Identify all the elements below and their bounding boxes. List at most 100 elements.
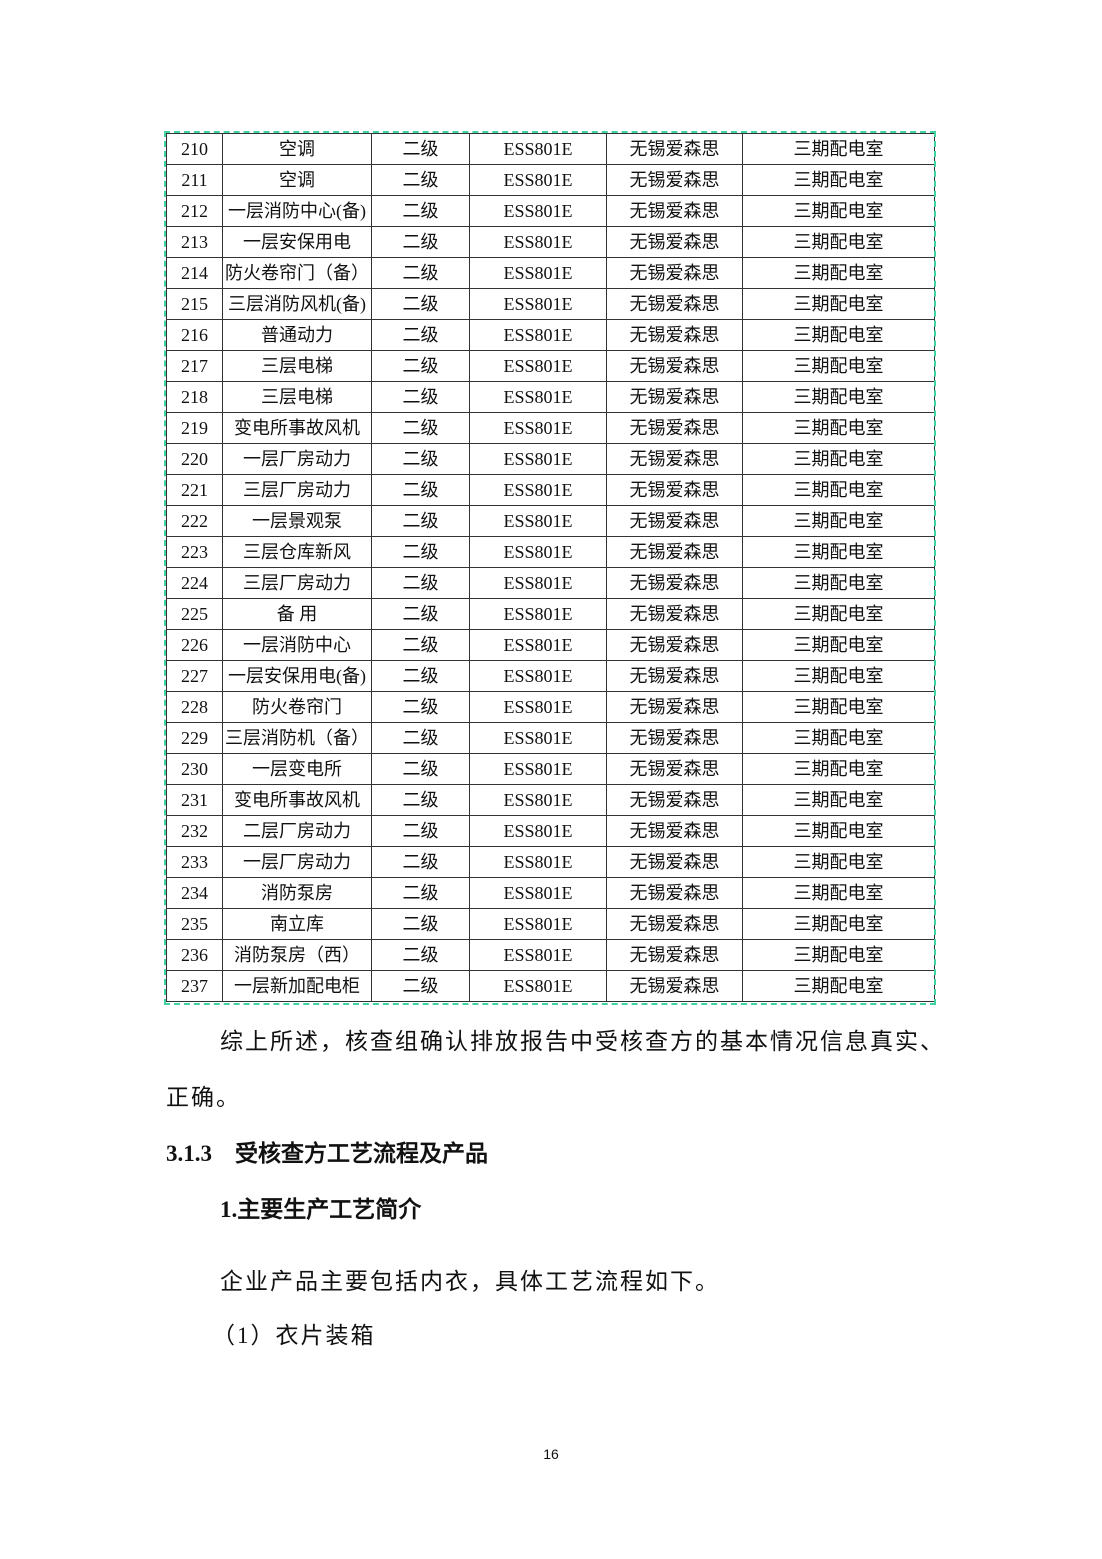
table-body: 210 空调 二级 ESS801E 无锡爱森思 三期配电室 211 空调 二级 ESS801E 无锡…: [166, 133, 935, 1002]
table-cell: 三期配电室: [742, 598, 935, 630]
table-cell: 无锡爱森思: [606, 939, 743, 971]
table-cell: 无锡爱森思: [606, 443, 743, 475]
table-cell: 三期配电室: [742, 164, 935, 196]
table-row: 212 一层消防中心(备) 二级 ESS801E 无锡爱森思 三期配电室: [166, 195, 935, 227]
table-cell: 三期配电室: [742, 195, 935, 227]
paragraph-summary-line2: 正确。: [166, 1085, 241, 1110]
table-cell: 无锡爱森思: [606, 319, 743, 351]
table-cell: 二级: [371, 753, 470, 785]
table-cell: 三期配电室: [742, 753, 935, 785]
table-row: 234 消防泵房 二级 ESS801E 无锡爱森思 三期配电室: [166, 877, 935, 909]
table-row: 237 一层新加配电柜 二级 ESS801E 无锡爱森思 三期配电室: [166, 970, 935, 1002]
table-cell: 212: [166, 195, 223, 227]
table-cell: 三层电梯: [222, 381, 372, 413]
table-cell: 三层消防风机(备): [222, 288, 372, 320]
table-cell: 237: [166, 970, 223, 1002]
table-cell: 无锡爱森思: [606, 381, 743, 413]
table-cell: 218: [166, 381, 223, 413]
table-cell: 无锡爱森思: [606, 133, 743, 165]
table-cell: 无锡爱森思: [606, 567, 743, 599]
table-cell: 210: [166, 133, 223, 165]
table-cell: 三期配电室: [742, 660, 935, 692]
table-cell: 216: [166, 319, 223, 351]
table-row: 235 南立库 二级 ESS801E 无锡爱森思 三期配电室: [166, 908, 935, 940]
table-cell: 三期配电室: [742, 815, 935, 847]
table-cell: 三期配电室: [742, 350, 935, 382]
table-cell: 228: [166, 691, 223, 723]
table-cell: 二级: [371, 226, 470, 258]
table-cell: 三期配电室: [742, 226, 935, 258]
table-row: 227 一层安保用电(备) 二级 ESS801E 无锡爱森思 三期配电室: [166, 660, 935, 692]
table-cell: 226: [166, 629, 223, 661]
table-cell: 二级: [371, 970, 470, 1002]
table-row: 222 一层景观泵 二级 ESS801E 无锡爱森思 三期配电室: [166, 505, 935, 537]
table-row: 214 防火卷帘门（备） 二级 ESS801E 无锡爱森思 三期配电室: [166, 257, 935, 289]
table-cell: 二级: [371, 722, 470, 754]
table-cell: 三层厂房动力: [222, 567, 372, 599]
table-cell: 229: [166, 722, 223, 754]
table-cell: 一层消防中心(备): [222, 195, 372, 227]
table-cell: 二级: [371, 629, 470, 661]
table-cell: 223: [166, 536, 223, 568]
table-cell: 三层仓库新风: [222, 536, 372, 568]
paragraph-products: 企业产品主要包括内衣，具体工艺流程如下。: [220, 1269, 720, 1294]
table-cell: 无锡爱森思: [606, 908, 743, 940]
table-cell: 一层景观泵: [222, 505, 372, 537]
table-cell: 二级: [371, 412, 470, 444]
table-row: 228 防火卷帘门 二级 ESS801E 无锡爱森思 三期配电室: [166, 691, 935, 723]
table-cell: 无锡爱森思: [606, 474, 743, 506]
table-cell: 空调: [222, 164, 372, 196]
table-cell: 二级: [371, 443, 470, 475]
table-cell: ESS801E: [469, 412, 607, 444]
table-cell: ESS801E: [469, 443, 607, 475]
table-cell: ESS801E: [469, 753, 607, 785]
table-cell: ESS801E: [469, 319, 607, 351]
table-cell: 二级: [371, 319, 470, 351]
table-cell: 无锡爱森思: [606, 691, 743, 723]
table-cell: 219: [166, 412, 223, 444]
table-cell: 三期配电室: [742, 846, 935, 878]
table-cell: 二级: [371, 133, 470, 165]
table-cell: 三期配电室: [742, 381, 935, 413]
table-cell: ESS801E: [469, 226, 607, 258]
table-cell: 231: [166, 784, 223, 816]
table-cell: 无锡爱森思: [606, 753, 743, 785]
table-cell: 三期配电室: [742, 691, 935, 723]
table-cell: 三期配电室: [742, 536, 935, 568]
table-row: 226 一层消防中心 二级 ESS801E 无锡爱森思 三期配电室: [166, 629, 935, 661]
table-cell: 三期配电室: [742, 908, 935, 940]
table-cell: 一层厂房动力: [222, 443, 372, 475]
table-cell: ESS801E: [469, 691, 607, 723]
table-cell: 无锡爱森思: [606, 195, 743, 227]
table-row: 211 空调 二级 ESS801E 无锡爱森思 三期配电室: [166, 164, 935, 196]
table-cell: ESS801E: [469, 970, 607, 1002]
table-cell: 无锡爱森思: [606, 288, 743, 320]
table-cell: 防火卷帘门（备）: [222, 257, 372, 289]
table-cell: 无锡爱森思: [606, 536, 743, 568]
table-cell: 一层消防中心: [222, 629, 372, 661]
table-row: 225 备 用二级 ESS801E 无锡爱森思 三期配电室: [166, 598, 935, 630]
table-row: 210 空调 二级 ESS801E 无锡爱森思 三期配电室: [166, 133, 935, 165]
table-cell: 二级: [371, 474, 470, 506]
table-row: 218 三层电梯 二级 ESS801E 无锡爱森思 三期配电室: [166, 381, 935, 413]
table-cell: 222: [166, 505, 223, 537]
table-cell: ESS801E: [469, 784, 607, 816]
table-cell: 三期配电室: [742, 970, 935, 1002]
table-cell: ESS801E: [469, 908, 607, 940]
table-cell: 二级: [371, 505, 470, 537]
table-row: 216 普通动力 二级 ESS801E 无锡爱森思 三期配电室: [166, 319, 935, 351]
table-cell: 235: [166, 908, 223, 940]
table-cell: 三期配电室: [742, 722, 935, 754]
table-row: 231 变电所事故风机 二级 ESS801E 无锡爱森思 三期配电室: [166, 784, 935, 816]
table-cell: 三期配电室: [742, 784, 935, 816]
table-cell: ESS801E: [469, 722, 607, 754]
table-cell: ESS801E: [469, 350, 607, 382]
table-cell: 三期配电室: [742, 133, 935, 165]
table-cell: ESS801E: [469, 846, 607, 878]
table-cell: 214: [166, 257, 223, 289]
table-cell: 无锡爱森思: [606, 226, 743, 258]
table-cell: 二级: [371, 846, 470, 878]
table-cell: 三期配电室: [742, 288, 935, 320]
table-cell: ESS801E: [469, 877, 607, 909]
table-cell: 三期配电室: [742, 412, 935, 444]
